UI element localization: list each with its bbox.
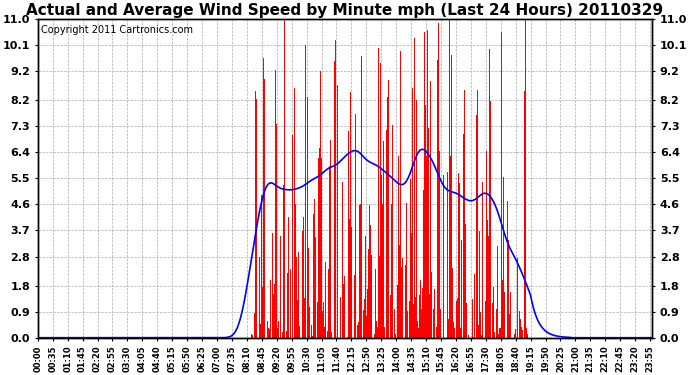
Title: Actual and Average Wind Speed by Minute mph (Last 24 Hours) 20110329: Actual and Average Wind Speed by Minute … (26, 3, 664, 18)
Text: Copyright 2011 Cartronics.com: Copyright 2011 Cartronics.com (41, 26, 193, 35)
